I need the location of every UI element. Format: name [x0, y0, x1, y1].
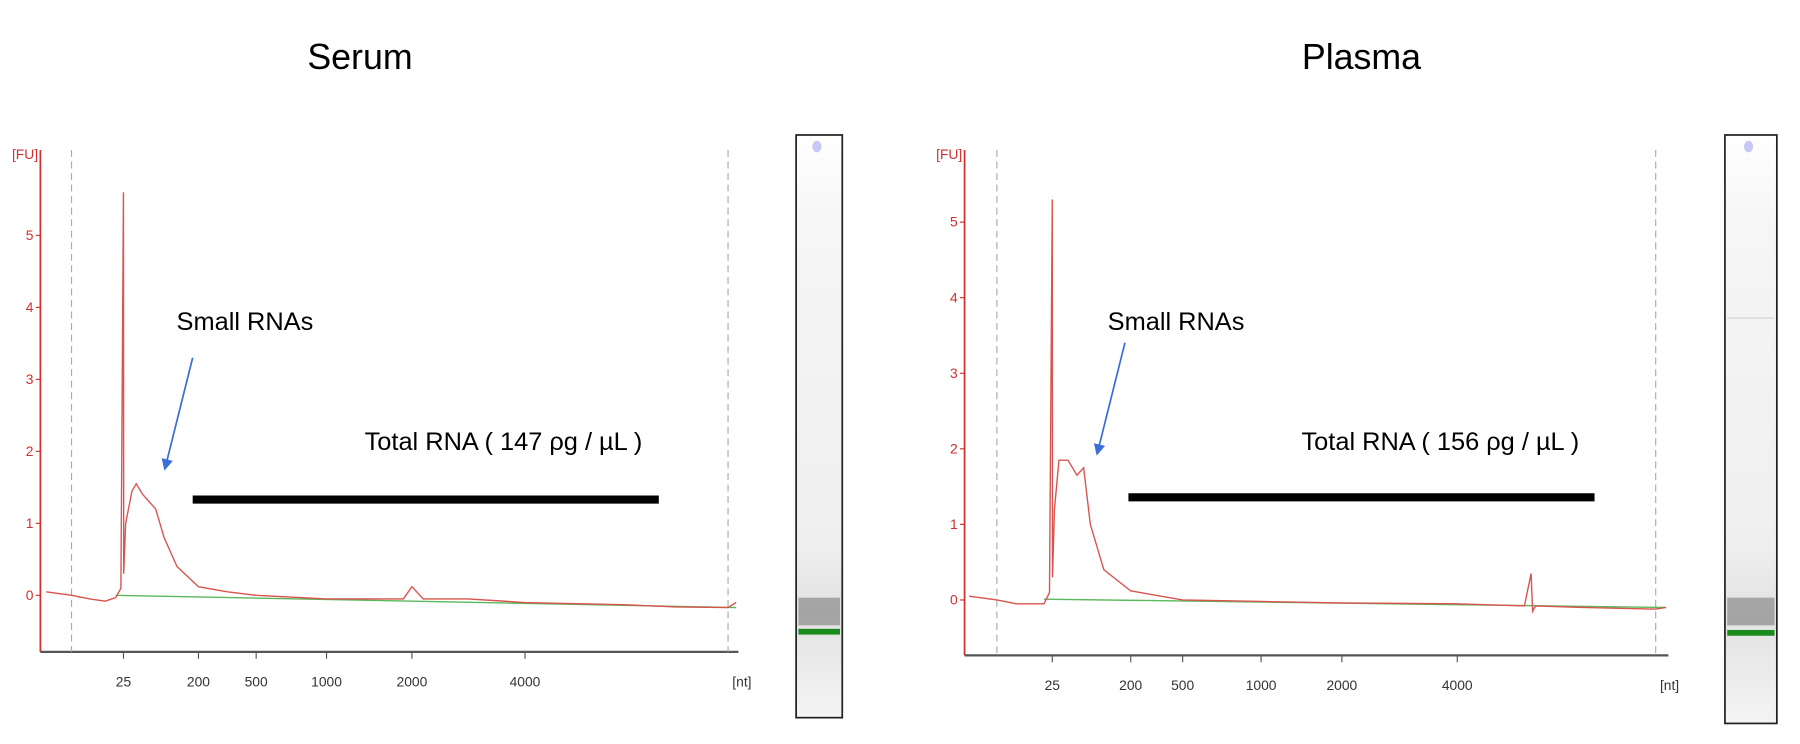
chart-panel-plasma: Plasma [FU] 0 1 2 3 4 5 25 200 500 1000 2000 4000 [nt]… [936, 37, 1778, 725]
x-tick-label: 1000 [311, 674, 342, 690]
gel-marker-band [1727, 629, 1775, 636]
y-tick-label: 5 [950, 214, 958, 230]
gel-well [1743, 140, 1754, 153]
gel-faint-band [1727, 317, 1775, 320]
total-rna-label: Total RNA ( 156 ρg / µL ) [1301, 428, 1579, 456]
gel-lane [795, 134, 844, 719]
y-tick-label: 1 [950, 516, 958, 532]
x-tick-label: 25 [1045, 677, 1061, 693]
small-rnas-arrow-icon [161, 357, 194, 471]
y-axis-label: [FU] [936, 146, 962, 162]
gel-well [812, 140, 822, 153]
small-rnas-arrow-icon [1093, 342, 1126, 456]
sample-trace-line [46, 192, 737, 609]
small-rnas-label: Small RNAs [177, 308, 314, 336]
x-tick-label: 4000 [510, 674, 541, 690]
y-tick-label: 4 [950, 289, 958, 305]
y-tick-label: 4 [26, 299, 34, 315]
y-tick-label: 1 [26, 515, 34, 531]
x-tick-label: 200 [187, 674, 210, 690]
x-tick-label: 25 [116, 674, 132, 690]
x-axis-label: [nt] [732, 674, 751, 690]
small-rnas-label: Small RNAs [1108, 308, 1245, 336]
x-tick-label: 500 [245, 674, 268, 690]
y-tick-label: 3 [26, 371, 34, 387]
gel-lane [1724, 134, 1778, 725]
gel-sample-band [798, 597, 840, 626]
gel-sample-band [1727, 597, 1775, 626]
gel-marker-band [798, 628, 840, 635]
chart-title: Plasma [1302, 37, 1421, 77]
x-tick-label: 1000 [1246, 677, 1277, 693]
sample-trace-line [969, 199, 1667, 614]
x-axis-label: [nt] [1660, 677, 1679, 693]
x-tick-label: 2000 [1326, 677, 1357, 693]
total-rna-label: Total RNA ( 147 ρg / µL ) [365, 428, 643, 456]
x-tick-label: 200 [1119, 677, 1142, 693]
y-tick-label: 0 [26, 587, 34, 603]
x-tick-label: 4000 [1442, 677, 1473, 693]
y-axis-label: [FU] [12, 146, 38, 162]
y-tick-label: 0 [950, 592, 958, 608]
chart-title: Serum [307, 37, 412, 77]
y-tick-label: 5 [26, 227, 34, 243]
x-tick-label: 2000 [397, 674, 428, 690]
y-tick-label: 3 [950, 365, 958, 381]
x-tick-label: 500 [1171, 677, 1194, 693]
y-tick-label: 2 [26, 443, 34, 459]
chart-panel-serum: Serum [FU] 0 1 2 3 4 5 25 200 500 1000 2000 4000 [nt] S… [12, 37, 844, 719]
y-tick-label: 2 [950, 440, 958, 456]
